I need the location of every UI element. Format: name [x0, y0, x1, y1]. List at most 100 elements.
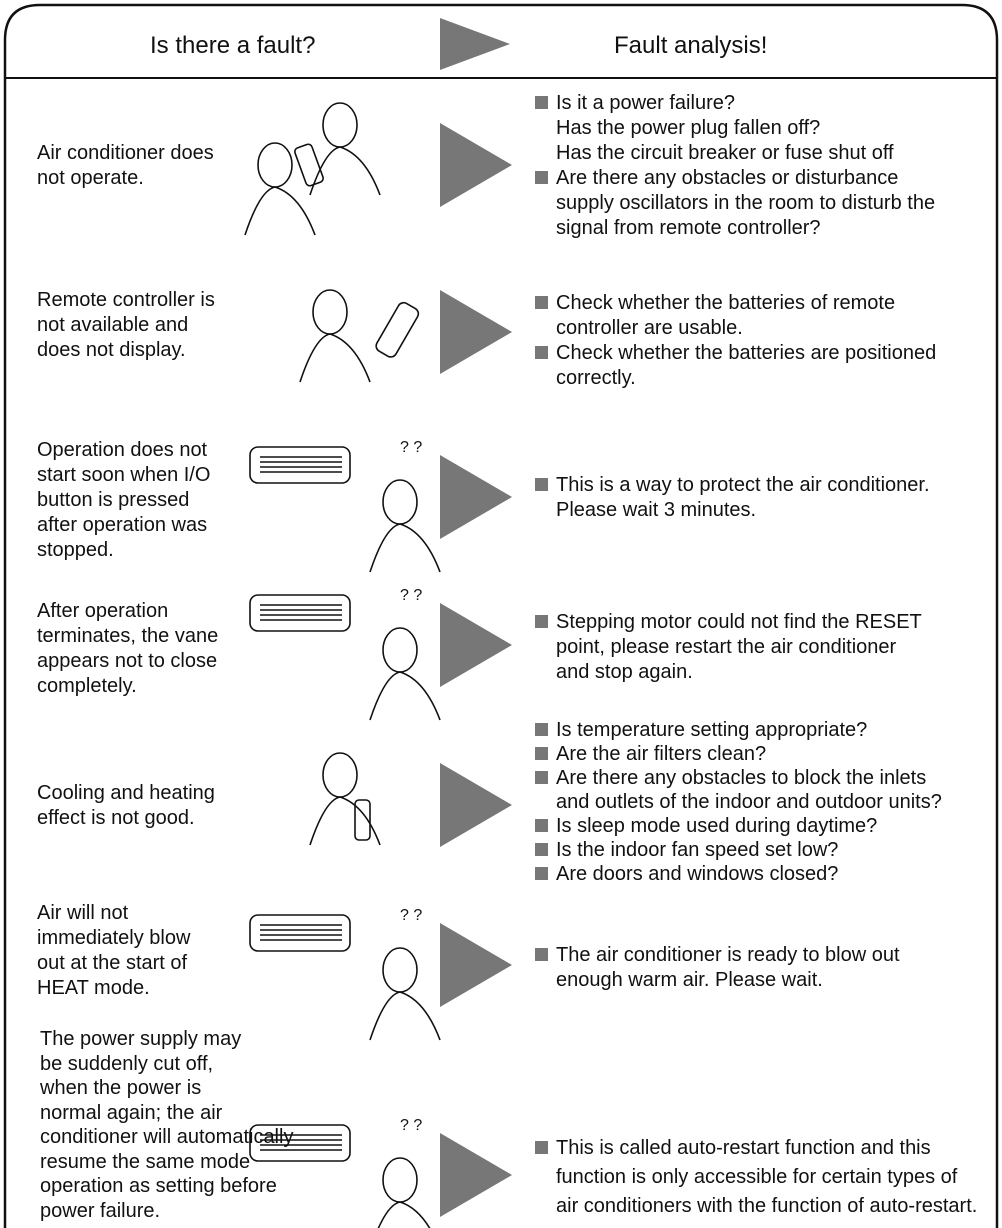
- fault-text: HEAT mode.: [37, 976, 150, 999]
- analysis-text: Are the air filters clean?: [556, 743, 767, 765]
- analysis-text: Is it a power failure?: [556, 91, 735, 114]
- bullet: [535, 95, 548, 109]
- fault-text: does not display.: [37, 339, 186, 361]
- bullet: [535, 615, 548, 628]
- fault-text: After operation: [37, 599, 169, 622]
- fault-text: out at the start of: [37, 951, 188, 974]
- fault-text: not available and: [37, 314, 189, 336]
- fault-text: effect is not good.: [37, 806, 195, 829]
- illustration-stroke: [249, 1124, 351, 1162]
- bullet: [535, 819, 548, 832]
- bullet: [535, 345, 548, 359]
- analysis-text: signal from remote controller?: [556, 216, 821, 239]
- analysis-text: Are doors and windows closed?: [556, 863, 839, 885]
- row-arrow: [440, 1133, 512, 1217]
- illustration-stroke: [249, 594, 351, 632]
- illustration-stroke: [382, 947, 418, 993]
- analysis-text: function is only accessible for certain …: [556, 1166, 958, 1188]
- illustration-stroke: [299, 333, 371, 383]
- row-arrow: [440, 763, 512, 847]
- fault-text: The power supply may: [40, 1028, 242, 1051]
- analysis-text: Please wait 3 minutes.: [556, 498, 757, 521]
- illustration-stroke: [369, 991, 441, 1041]
- fault-text: Cooling and heating: [37, 781, 215, 804]
- illustration-stroke: [369, 671, 441, 721]
- bullet: [535, 843, 548, 856]
- analysis-text: Are there any obstacles to block the inl…: [556, 767, 927, 789]
- header-arrow: [440, 18, 510, 70]
- analysis-text: Has the power plug fallen off?: [556, 116, 821, 139]
- illustration-stroke: [322, 752, 358, 798]
- illustration-stroke: [249, 914, 351, 952]
- illustration-stroke: [382, 479, 418, 525]
- illustration-stroke: [322, 102, 358, 148]
- illustration-stroke: ? ?: [400, 907, 422, 924]
- row-arrow: [440, 123, 512, 207]
- analysis-text: Is sleep mode used during daytime?: [556, 815, 878, 837]
- analysis-text: This is a way to protect the air conditi…: [556, 473, 930, 496]
- bullet: [535, 477, 548, 491]
- illustration-stroke: [382, 1157, 418, 1203]
- illustration-stroke: [377, 1201, 431, 1228]
- fault-text: normal again; the air: [40, 1101, 223, 1124]
- fault-text: Air will not: [37, 901, 129, 924]
- fault-text: Air conditioner does: [37, 141, 214, 164]
- illustration-stroke: ? ?: [400, 1117, 422, 1134]
- analysis-text: point, please restart the air conditione…: [556, 636, 897, 658]
- illustration-stroke: [369, 523, 441, 573]
- analysis-text: Are there any obstacles or disturbance: [556, 166, 899, 189]
- bullet: [535, 747, 548, 760]
- fault-text: Remote controller is: [37, 289, 215, 311]
- illustration-stroke: ? ?: [400, 587, 422, 604]
- illustration-stroke: [309, 796, 381, 846]
- illustration-stroke: [309, 146, 381, 196]
- analysis-text: Is temperature setting appropriate?: [556, 719, 868, 741]
- fault-text: resume the same mode: [40, 1150, 251, 1173]
- header-right: Fault analysis!: [614, 32, 768, 59]
- fault-text: appears not to close: [37, 649, 218, 672]
- bullet: [535, 723, 548, 736]
- analysis-text: correctly.: [556, 366, 636, 389]
- analysis-text: enough warm air. Please wait.: [556, 968, 823, 991]
- illustration-stroke: [257, 142, 293, 188]
- illustration-stroke: [294, 143, 324, 187]
- fault-text: power failure.: [40, 1199, 161, 1222]
- bullet: [535, 947, 548, 961]
- illustration-stroke: [354, 799, 371, 841]
- analysis-text: Is the indoor fan speed set low?: [556, 839, 839, 861]
- bullet: [535, 867, 548, 880]
- fault-text: be suddenly cut off,: [40, 1052, 214, 1075]
- bullet: [535, 295, 548, 309]
- illustration-stroke: [244, 186, 316, 236]
- row-arrow: [440, 603, 512, 687]
- analysis-text: and stop again.: [556, 661, 693, 683]
- bullet: [535, 170, 548, 184]
- analysis-text: Has the circuit breaker or fuse shut off: [556, 141, 894, 164]
- fault-text: not operate.: [37, 166, 144, 189]
- analysis-text: air conditioners with the function of au…: [556, 1195, 978, 1217]
- header-left: Is there a fault?: [150, 32, 316, 59]
- fault-text: start soon when I/O: [37, 464, 211, 486]
- illustration-stroke: [382, 627, 418, 673]
- analysis-text: This is called auto-restart function and…: [556, 1137, 931, 1159]
- row-arrow: [440, 455, 512, 539]
- fault-text: when the power is: [40, 1077, 202, 1100]
- bullet: [535, 1141, 548, 1154]
- fault-text: after operation was: [37, 514, 208, 536]
- analysis-text: The air conditioner is ready to blow out: [556, 943, 900, 966]
- row-arrow: [440, 923, 512, 1007]
- illustration-stroke: [375, 301, 420, 358]
- fault-text: terminates, the vane: [37, 624, 219, 647]
- fault-text: conditioner will automatically: [40, 1126, 294, 1149]
- analysis-text: supply oscillators in the room to distur…: [556, 191, 936, 214]
- fault-text: stopped.: [37, 539, 114, 561]
- illustration-stroke: [249, 446, 351, 484]
- border: [3, 3, 999, 1228]
- fault-text: button is pressed: [37, 489, 190, 511]
- bullet: [535, 771, 548, 784]
- analysis-text: Check whether the batteries are position…: [556, 341, 937, 364]
- analysis-text: and outlets of the indoor and outdoor un…: [556, 791, 942, 813]
- fault-text: immediately blow: [37, 926, 191, 949]
